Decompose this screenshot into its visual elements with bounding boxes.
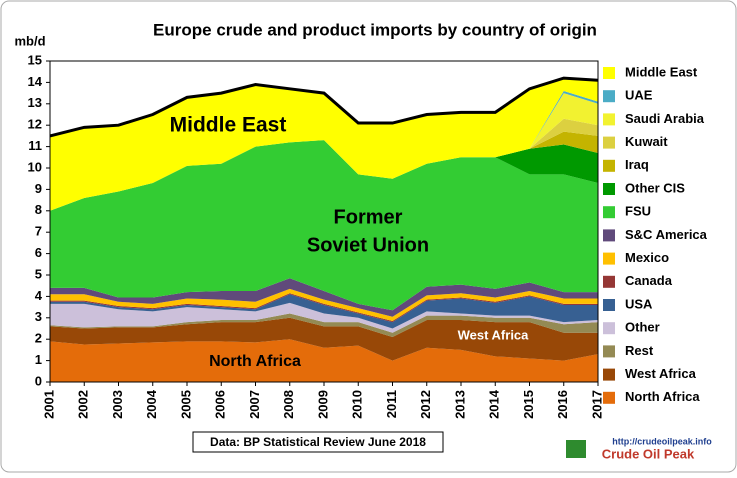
legend-label: FSU <box>625 204 651 219</box>
legend-label: Middle East <box>625 64 698 79</box>
annotation: Soviet Union <box>307 234 429 256</box>
y-tick-label: 10 <box>28 159 42 174</box>
logo-icon <box>566 440 586 458</box>
legend-label: Other CIS <box>625 180 685 195</box>
x-tick-label: 2008 <box>281 390 296 419</box>
area <box>50 140 598 211</box>
legend-label: Kuwait <box>625 134 668 149</box>
y-tick-label: 13 <box>28 95 42 110</box>
x-tick-label: 2005 <box>178 390 193 419</box>
legend-label: North Africa <box>625 389 700 404</box>
y-tick-label: 3 <box>35 309 42 324</box>
area <box>50 302 598 333</box>
legend-label: Iraq <box>625 157 649 172</box>
legend-swatch <box>603 229 615 242</box>
legend-swatch <box>603 391 615 404</box>
source-box <box>192 431 444 453</box>
area <box>50 317 598 361</box>
x-tick-label: 2007 <box>247 390 262 419</box>
legend-swatch <box>603 252 615 265</box>
y-tick-label: 15 <box>28 52 42 67</box>
legend-label: S&C America <box>625 227 708 242</box>
area <box>50 278 598 317</box>
legend-label: Canada <box>625 273 673 288</box>
annotation: Former <box>334 206 403 228</box>
x-tick-label: 2002 <box>76 390 91 419</box>
y-tick-label: 2 <box>35 331 42 346</box>
y-tick-label: 7 <box>35 224 42 239</box>
legend-swatch <box>603 322 615 335</box>
x-tick-label: 2013 <box>452 390 467 419</box>
area <box>50 313 598 338</box>
x-tick-label: 2017 <box>589 390 604 419</box>
x-tick-label: 2006 <box>213 390 228 419</box>
legend-swatch <box>603 183 615 195</box>
legend-label: West Africa <box>625 366 697 381</box>
legend-swatch <box>603 206 615 219</box>
area <box>50 78 598 211</box>
x-tick-label: 2010 <box>350 390 365 419</box>
legend-label: Other <box>625 320 660 335</box>
y-tick-label: 9 <box>35 181 42 196</box>
y-tick-label: 1 <box>35 352 42 367</box>
logo-url: http://crudeoilpeak.info <box>612 436 712 446</box>
x-tick-label: 2011 <box>384 390 399 418</box>
area <box>50 339 598 382</box>
y-tick-label: 12 <box>28 117 42 132</box>
legend-swatch <box>603 90 615 103</box>
logo-name: Crude Oil Peak <box>602 446 695 461</box>
x-tick-label: 2004 <box>144 389 159 419</box>
legend-label: UAE <box>625 88 653 103</box>
x-tick-label: 2001 <box>41 390 56 419</box>
legend-swatch <box>603 345 615 358</box>
chart-title: Europe crude and product imports by coun… <box>153 20 597 39</box>
y-tick-label: 6 <box>35 245 42 260</box>
annotation: North Africa <box>209 353 301 370</box>
annotation: Middle East <box>170 114 287 137</box>
x-tick-label: 2015 <box>521 390 536 419</box>
x-tick-label: 2003 <box>110 390 125 419</box>
legend-swatch <box>603 368 615 381</box>
source: Data: BP Statistical Review June 2018 <box>210 435 426 449</box>
x-tick-label: 2016 <box>555 390 570 419</box>
legend-swatch <box>603 299 615 311</box>
legend-label: USA <box>625 296 653 311</box>
area <box>50 288 598 322</box>
y-axis-label: mb/d <box>14 33 45 48</box>
x-tick-label: 2012 <box>418 390 433 419</box>
annotation: West Africa <box>458 327 530 342</box>
y-tick-label: 0 <box>35 373 42 388</box>
x-tick-label: 2014 <box>487 389 502 419</box>
y-tick-label: 14 <box>28 74 43 89</box>
y-tick-label: 8 <box>35 202 42 217</box>
x-tick-label: 2009 <box>315 390 330 419</box>
y-tick-label: 5 <box>35 266 42 281</box>
area <box>50 294 598 329</box>
area <box>50 140 598 311</box>
legend-swatch <box>603 159 615 172</box>
legend-swatch <box>603 136 615 149</box>
legend-label: Saudi Arabia <box>625 111 705 126</box>
legend-swatch <box>603 67 615 79</box>
y-tick-label: 11 <box>28 138 42 153</box>
legend-label: Mexico <box>625 250 669 265</box>
legend-swatch <box>603 113 615 126</box>
legend-swatch <box>603 275 615 288</box>
area <box>50 293 598 323</box>
total-line <box>49 76 599 138</box>
legend-label: Rest <box>625 343 654 358</box>
y-tick-label: 4 <box>35 288 43 303</box>
